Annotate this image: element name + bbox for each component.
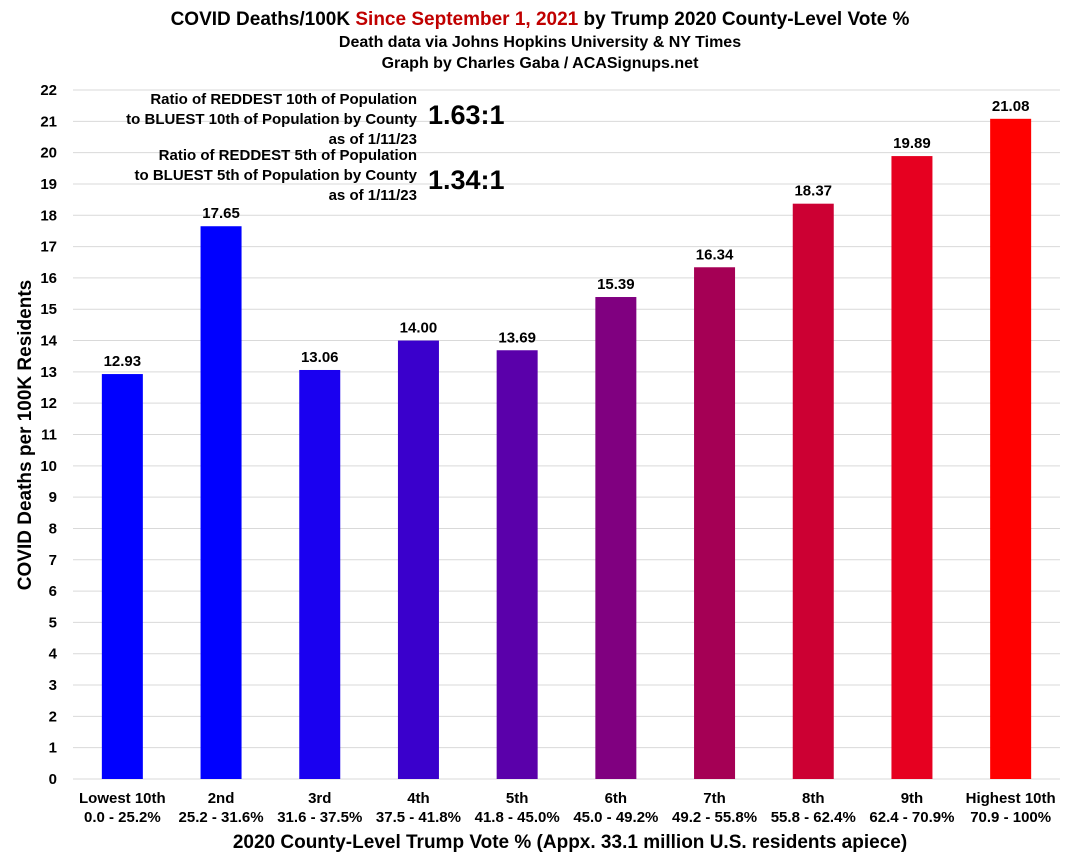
- y-tick-label: 10: [40, 458, 57, 475]
- y-tick-label: 17: [40, 239, 57, 256]
- bar-value-label: 19.89: [893, 135, 931, 152]
- bar-value-label: 18.37: [794, 183, 832, 200]
- title-highlight: Since September 1, 2021: [355, 9, 578, 30]
- category-range-label: 62.4 - 70.9%: [869, 809, 954, 826]
- bar-value-label: 15.39: [597, 276, 635, 293]
- category-range-label: 25.2 - 31.6%: [179, 809, 264, 826]
- bar: [595, 297, 637, 779]
- bar: [792, 203, 834, 779]
- category-label: 4th: [407, 790, 430, 807]
- category-label: 2nd: [208, 790, 235, 807]
- y-tick-label: 1: [49, 740, 57, 757]
- chart-title: COVID Deaths/100K Since September 1, 202…: [171, 9, 910, 30]
- bar: [694, 267, 736, 779]
- category-range-label: 37.5 - 41.8%: [376, 809, 461, 826]
- annotation-2-ratio: 1.34:1: [428, 165, 505, 195]
- y-tick-label: 16: [40, 270, 57, 287]
- bars: [101, 118, 1032, 780]
- annotation-1-line-3: as of 1/11/23: [329, 131, 417, 148]
- y-tick-label: 14: [40, 333, 57, 350]
- title-suffix: by Trump 2020 County-Level Vote %: [578, 9, 909, 30]
- chart-subtitle-2: Graph by Charles Gaba / ACASignups.net: [382, 55, 699, 72]
- y-tick-label: 7: [49, 552, 57, 569]
- annotation-1-line-2: to BLUEST 10th of Population by County: [126, 111, 417, 128]
- category-label: Highest 10th: [966, 790, 1056, 807]
- bar-value-label: 21.08: [992, 98, 1030, 115]
- y-axis-title: COVID Deaths per 100K Residents: [15, 280, 36, 590]
- category-range-label: 45.0 - 49.2%: [573, 809, 658, 826]
- category-label: 8th: [802, 790, 825, 807]
- category-range-label: 70.9 - 100%: [970, 809, 1051, 826]
- annotation-1-line-1: Ratio of REDDEST 10th of Population: [150, 91, 417, 108]
- y-tick-label: 21: [40, 113, 57, 130]
- y-tick-label: 3: [49, 677, 57, 694]
- y-tick-label: 12: [40, 395, 57, 412]
- annotation-2-line-1: Ratio of REDDEST 5th of Population: [159, 147, 417, 164]
- category-range-label: 31.6 - 37.5%: [277, 809, 362, 826]
- bar: [496, 350, 538, 779]
- y-tick-label: 18: [40, 207, 57, 224]
- x-axis-title: 2020 County-Level Trump Vote % (Appx. 33…: [233, 832, 907, 853]
- annotation-top-5th: Ratio of REDDEST 5th of Population to BL…: [135, 147, 505, 204]
- category-label: 5th: [506, 790, 529, 807]
- y-tick-label: 6: [49, 583, 57, 600]
- annotation-1-ratio: 1.63:1: [428, 100, 505, 130]
- bar-value-label: 14.00: [400, 320, 438, 337]
- category-range-label: 0.0 - 25.2%: [84, 809, 161, 826]
- annotation-2-line-3: as of 1/11/23: [329, 187, 417, 204]
- category-range-label: 41.8 - 45.0%: [475, 809, 560, 826]
- bar: [990, 118, 1032, 779]
- bar: [200, 226, 242, 780]
- bar-value-label: 13.69: [498, 329, 536, 346]
- category-label: 6th: [605, 790, 628, 807]
- bar: [891, 156, 933, 779]
- category-range-label: 49.2 - 55.8%: [672, 809, 757, 826]
- category-labels: Lowest 10th 0.0 - 25.2% 2nd 25.2 - 31.6% 3rd…: [79, 790, 1056, 826]
- y-tick-label: 19: [40, 176, 57, 193]
- bar: [397, 340, 439, 779]
- y-tick-label: 13: [40, 364, 57, 381]
- value-labels: 12.93 17.65 13.06 14.00 13.69 15.39 16.34 18.37…: [104, 98, 1030, 370]
- y-tick-label: 8: [49, 520, 57, 537]
- category-range-label: 55.8 - 62.4%: [771, 809, 856, 826]
- category-label: 9th: [901, 790, 924, 807]
- category-label: 3rd: [308, 790, 331, 807]
- y-tick-label: 4: [49, 646, 58, 663]
- title-prefix: COVID Deaths/100K: [171, 9, 356, 30]
- annotation-2-line-2: to BLUEST 5th of Population by County: [135, 167, 418, 184]
- bar: [299, 369, 341, 779]
- y-tick-label: 11: [41, 427, 57, 444]
- annotation-top-10th: Ratio of REDDEST 10th of Population to B…: [126, 91, 504, 148]
- y-tick-label: 9: [49, 489, 57, 506]
- bar-value-label: 13.06: [301, 349, 339, 366]
- y-tick-label: 20: [40, 145, 57, 162]
- y-tick-label: 15: [40, 301, 57, 318]
- bar-value-label: 12.93: [104, 353, 142, 370]
- y-tick-label: 0: [49, 771, 57, 788]
- bar: [101, 374, 143, 779]
- y-tick-label: 22: [40, 82, 57, 99]
- chart-subtitle-1: Death data via Johns Hopkins University …: [339, 34, 741, 51]
- category-label: Lowest 10th: [79, 790, 166, 807]
- category-label: 7th: [703, 790, 726, 807]
- bar-value-label: 17.65: [202, 205, 240, 222]
- bar-value-label: 16.34: [696, 246, 734, 263]
- y-tick-label: 2: [49, 708, 57, 725]
- y-tick-label: 5: [49, 614, 57, 631]
